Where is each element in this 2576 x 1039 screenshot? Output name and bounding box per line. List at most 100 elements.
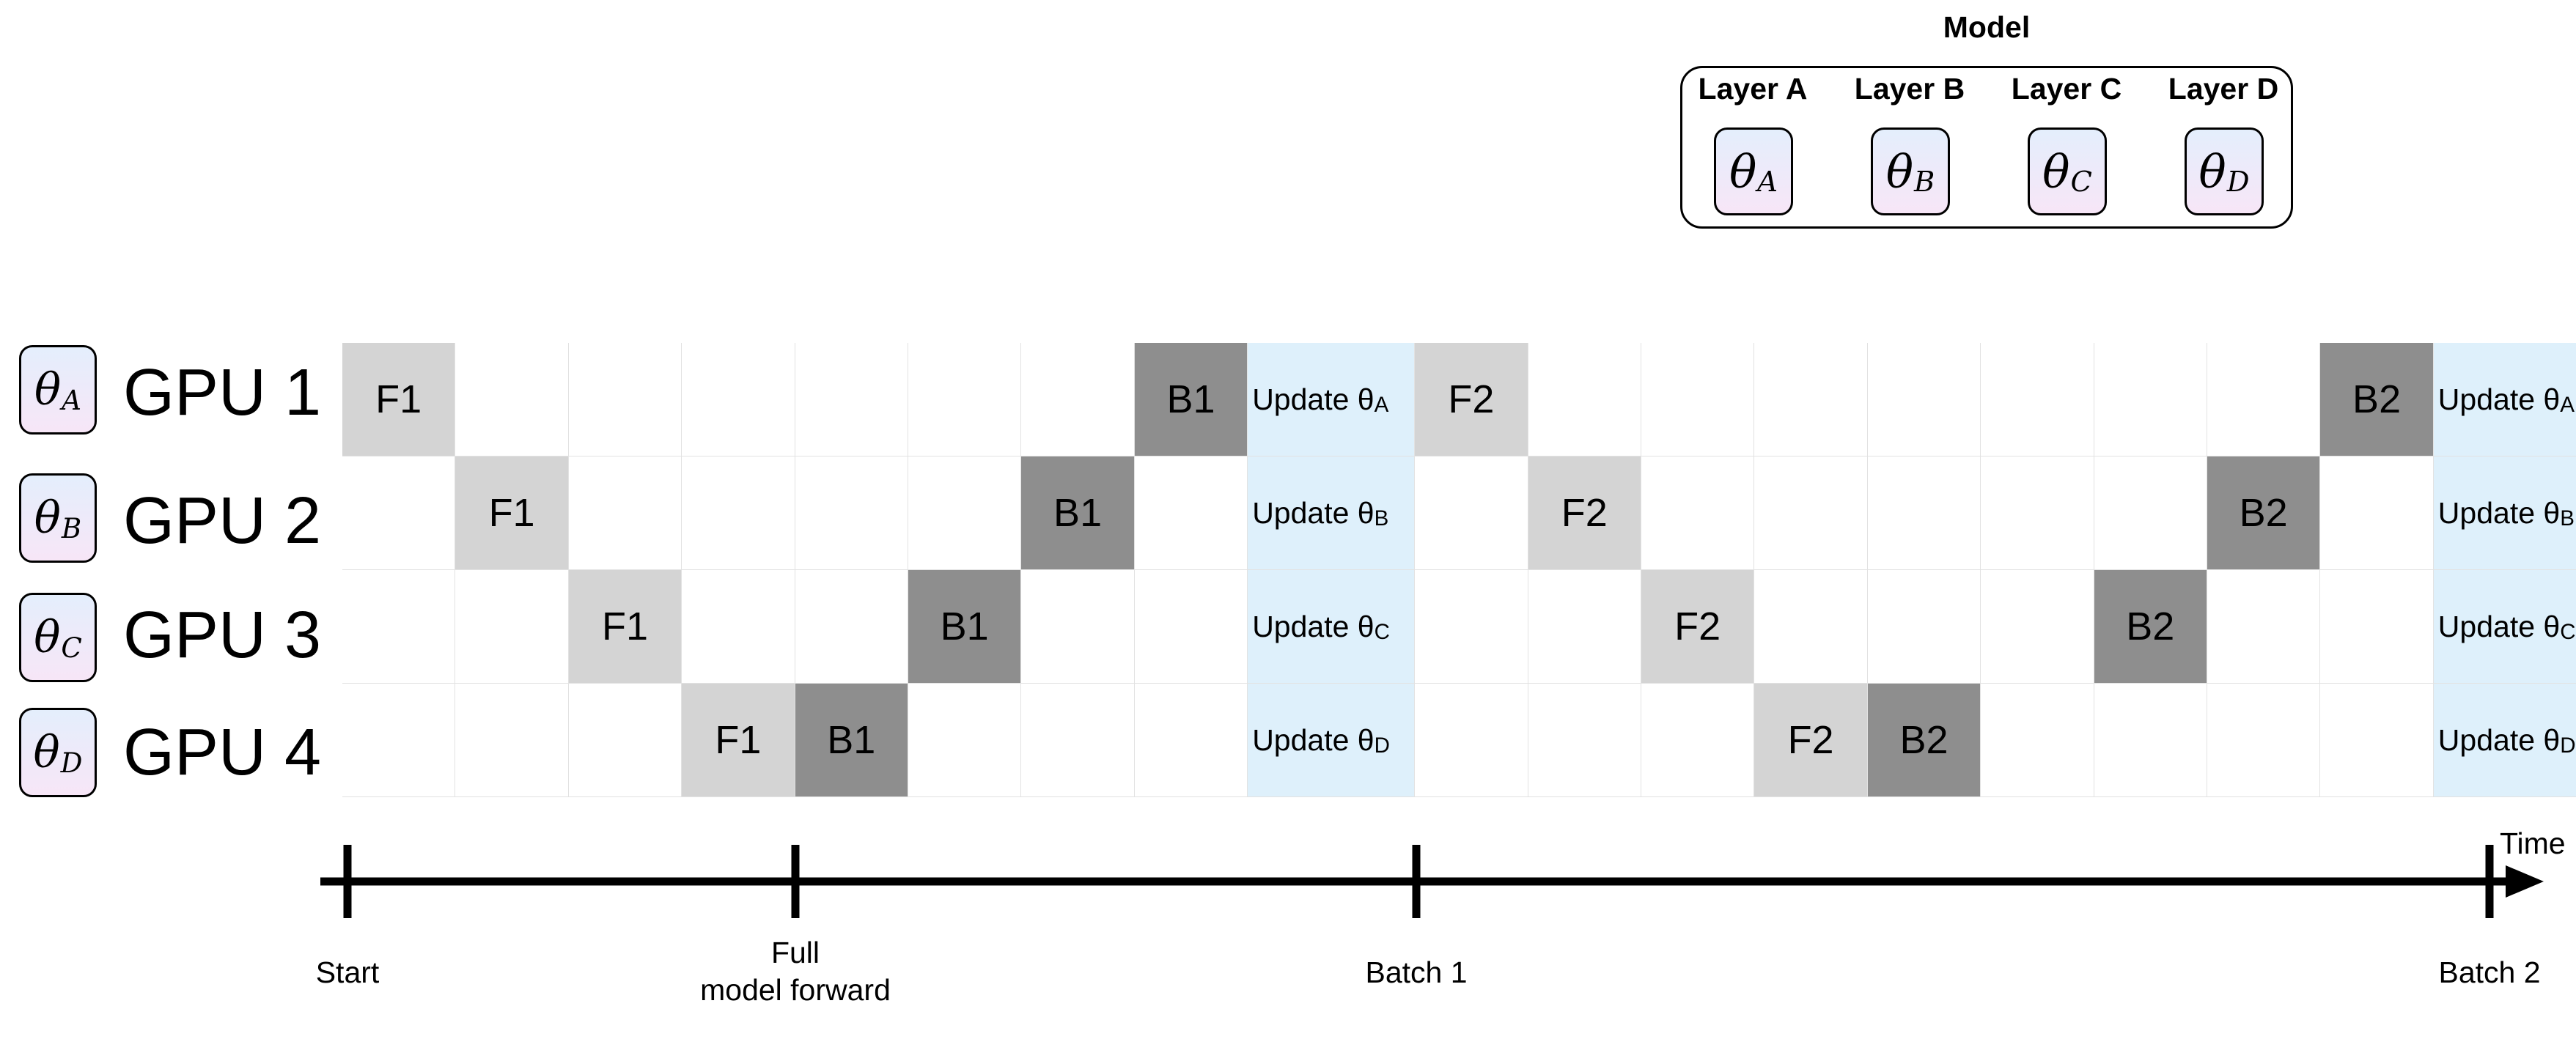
block-label: B1: [827, 718, 876, 762]
forward-block: F2: [1415, 343, 1528, 456]
block-label: Update θ: [1252, 382, 1375, 416]
theta-subscript: B: [1914, 166, 1935, 199]
empty-cell: [1981, 456, 2094, 570]
gpu-2-label: GPU 2: [123, 484, 322, 558]
forward-block: F2: [1754, 684, 1868, 797]
block-label: F1: [601, 604, 648, 648]
empty-cell: [1021, 570, 1135, 684]
empty-cell: [1754, 570, 1868, 684]
empty-cell: [568, 456, 682, 570]
block-label-subscript: B: [2560, 506, 2575, 531]
forward-block: F1: [342, 343, 456, 456]
empty-cell: [1134, 684, 1248, 797]
empty-cell: [342, 456, 456, 570]
forward-block: F1: [568, 570, 682, 684]
empty-cell: [682, 456, 795, 570]
block-label: Update θ: [1252, 495, 1375, 530]
gpu-1-label: GPU 1: [123, 356, 322, 429]
block-label: F1: [715, 718, 762, 762]
empty-cell: [1641, 456, 1755, 570]
empty-cell: [682, 570, 795, 684]
block-label: F2: [1674, 604, 1721, 648]
forward-block: F2: [1641, 570, 1755, 684]
backward-block: B1: [1134, 343, 1248, 456]
forward-block: F1: [455, 456, 569, 570]
block-label: B2: [2239, 491, 2288, 535]
empty-cell: [908, 343, 1022, 456]
empty-cell: [342, 684, 456, 797]
tick-label-batch-1: Batch 1: [1365, 955, 1468, 989]
theta-subscript: B: [61, 512, 82, 545]
tick-label-full-forward: Full model forward: [700, 936, 891, 1007]
empty-cell: [2207, 684, 2321, 797]
theta-symbol: θ: [2198, 144, 2226, 199]
empty-cell: [2094, 343, 2207, 456]
empty-cell: [682, 343, 795, 456]
empty-cell: [1528, 684, 1641, 797]
backward-block: B1: [1021, 456, 1135, 570]
block-label: B1: [1166, 377, 1215, 421]
theta-subscript: D: [2226, 166, 2250, 199]
model-box: [1680, 66, 2293, 229]
theta-subscript: D: [60, 747, 83, 780]
empty-cell: [1528, 343, 1641, 456]
tick-label-batch-2: Batch 2: [2438, 955, 2541, 989]
layer-c-label: Layer C: [2011, 72, 2122, 106]
block-label: F2: [1561, 491, 1608, 535]
block-label: Update θ: [2437, 722, 2561, 757]
empty-cell: [1641, 684, 1755, 797]
gpu-3-label: GPU 3: [123, 599, 322, 672]
theta-symbol: θ: [34, 364, 62, 415]
theta-symbol: θ: [1729, 144, 1757, 199]
block-label-subscript: D: [2560, 733, 2576, 758]
empty-cell: [795, 570, 908, 684]
empty-cell: [2207, 343, 2321, 456]
backward-block: B2: [2320, 343, 2434, 456]
layer-d-label: Layer D: [2168, 72, 2279, 106]
empty-cell: [908, 684, 1022, 797]
theta-symbol: θ: [33, 727, 60, 778]
empty-cell: [1641, 343, 1755, 456]
layer-a-label: Layer A: [1698, 72, 1808, 106]
block-label: B2: [1899, 718, 1948, 762]
empty-cell: [1021, 343, 1135, 456]
empty-cell: [1867, 570, 1981, 684]
block-label: Update θ: [2437, 382, 2561, 416]
empty-cell: [795, 456, 908, 570]
block-label-subscript: C: [2560, 620, 2576, 645]
block-label-subscript: A: [2560, 393, 2575, 418]
block-label-subscript: A: [1374, 393, 1389, 418]
empty-cell: [1981, 343, 2094, 456]
block-label: Update θ: [1252, 722, 1375, 757]
theta-subscript: A: [62, 384, 81, 417]
block-label-subscript: D: [1374, 733, 1390, 758]
empty-cell: [1134, 456, 1248, 570]
block-label: Update θ: [1252, 609, 1375, 643]
layer-b-label: Layer B: [1854, 72, 1965, 106]
empty-cell: [568, 343, 682, 456]
block-label-subscript: C: [1374, 620, 1390, 645]
block-label: B2: [2126, 604, 2175, 648]
empty-cell: [568, 684, 682, 797]
empty-cell: [455, 343, 569, 456]
forward-block: F2: [1528, 456, 1641, 570]
empty-cell: [1415, 456, 1528, 570]
empty-cell: [1415, 684, 1528, 797]
empty-cell: [1981, 684, 2094, 797]
block-label: B1: [1053, 491, 1103, 535]
backward-block: B1: [908, 570, 1022, 684]
empty-cell: [2207, 570, 2321, 684]
empty-cell: [1415, 570, 1528, 684]
